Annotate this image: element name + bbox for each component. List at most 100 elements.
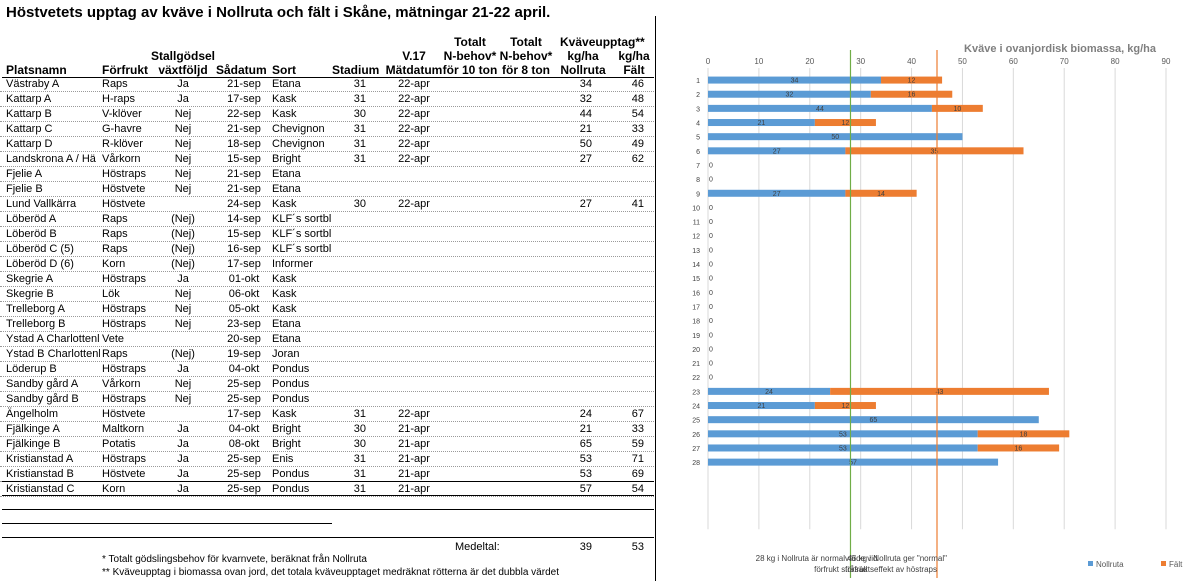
cell-stadium: 30 [353, 423, 366, 435]
cell-forfrukt: H-raps [102, 93, 136, 105]
footnote-2-text: Kväveupptag i biomassa ovan jord, det to… [112, 567, 559, 578]
bar-falt [830, 387, 1049, 395]
cell-falt: 49 [631, 138, 644, 150]
table-row: Kattarp D R-klöver Nej 18-sep Chevignon 31 22-… [0, 137, 656, 152]
cell-falt: 54 [631, 483, 644, 495]
y-tick-label: 26 [692, 432, 700, 439]
y-tick-label: 11 [693, 220, 700, 227]
cell-stadium: 30 [353, 108, 366, 120]
bar-nollruta [708, 104, 932, 112]
cell-stallgodsel: (Nej) [171, 228, 195, 240]
cell-forfrukt: Raps [102, 213, 128, 225]
cell-sort: Pondus [272, 378, 310, 390]
cell-stallgodsel: Nej [174, 138, 192, 150]
table-row: Fjelie A Höstraps Nej 21-sep Etana [0, 167, 656, 182]
header-nollruta: Nollruta [560, 63, 606, 77]
bar-falt [814, 119, 876, 127]
data-table: Västraby A Raps Ja 21-sep Etana 31 22-apr 34 46 K… [0, 77, 656, 497]
cell-stallgodsel: (Nej) [171, 243, 195, 255]
legend-label: Nollruta [1096, 560, 1124, 569]
bar-falt [870, 90, 953, 98]
x-tick-label: 60 [1009, 57, 1018, 66]
cell-sadatum: 23-sep [227, 318, 261, 330]
cell-sort: Pondus [272, 363, 310, 375]
cell-sort: Pondus [272, 393, 310, 405]
y-tick-label: 9 [696, 191, 700, 198]
cell-place: Ystad B Charlottenl [6, 348, 100, 360]
legend-swatch [1161, 561, 1166, 566]
chart-title: Kväve i ovanjordisk biomassa, kg/ha [964, 43, 1157, 55]
cell-sadatum: 08-okt [228, 438, 260, 450]
header-rule [2, 77, 654, 78]
cell-stallgodsel: Ja [177, 273, 189, 285]
data-label-nollruta: 53 [839, 431, 847, 438]
table-row: Löberöd D (6) Korn (Nej) 17-sep Informer [0, 257, 656, 272]
cell-sort: Bright [272, 153, 301, 165]
table-row: Kattarp A H-raps Ja 17-sep Kask 31 22-apr 32 48 [0, 92, 656, 107]
cell-stallgodsel: Ja [177, 423, 189, 435]
cell-forfrukt: Raps [102, 228, 128, 240]
cell-stadium: 31 [353, 93, 366, 105]
y-tick-label: 20 [692, 347, 700, 354]
footnote-1: * Totalt gödslingsbehov för kvarnvete, b… [102, 554, 367, 566]
y-tick-label: 12 [692, 234, 700, 241]
footnote-1-mark: * [102, 554, 106, 565]
cell-matdatum: 21-apr [398, 423, 430, 435]
cell-place: Löberöd A [6, 213, 57, 225]
cell-stallgodsel: Nej [174, 393, 192, 405]
cell-sadatum: 06-okt [228, 288, 260, 300]
bar-nollruta [708, 133, 963, 141]
bar-nollruta [708, 402, 815, 410]
cell-place: Löberöd C (5) [6, 243, 74, 255]
cell-stallgodsel: (Nej) [171, 348, 195, 360]
cell-forfrukt: Vårkorn [102, 378, 141, 390]
cell-forfrukt: Raps [102, 78, 128, 90]
cell-nollruta: 21 [579, 423, 592, 435]
cell-falt: 48 [631, 93, 644, 105]
cell-falt: 71 [631, 453, 644, 465]
cell-falt: 67 [631, 408, 644, 420]
cell-matdatum: 22-apr [398, 108, 430, 120]
header-stadium: Stadium [332, 63, 380, 77]
cell-forfrukt: Potatis [102, 438, 136, 450]
cell-nollruta: 44 [579, 108, 592, 120]
x-tick-label: 0 [706, 57, 711, 66]
x-tick-label: 80 [1111, 57, 1120, 66]
header-n8-ton: för 8 ton [502, 63, 550, 77]
cell-place: Löderup B [6, 363, 57, 375]
table-row: Löderup B Höstraps Ja 04-okt Pondus [0, 362, 656, 377]
header-stallgodsel: Stallgödsel [150, 49, 215, 63]
data-label-falt: 16 [908, 92, 916, 99]
cell-forfrukt: V-klöver [102, 108, 142, 120]
cell-matdatum: 22-apr [398, 198, 430, 210]
cell-sort: Etana [272, 183, 301, 195]
cell-place: Sandby gård A [6, 378, 79, 390]
cell-forfrukt: Höstraps [102, 318, 147, 330]
cell-stallgodsel: Nej [174, 123, 192, 135]
cell-place: Skegrie A [6, 273, 54, 285]
data-label-zero: 0 [709, 219, 713, 226]
cell-sort: Pondus [272, 483, 310, 495]
cell-stadium: 31 [353, 453, 366, 465]
header-v17: V.17 [402, 49, 426, 63]
bar-nollruta [708, 189, 846, 197]
cell-forfrukt: Korn [102, 258, 126, 270]
cell-sort: Kask [272, 273, 297, 285]
x-tick-label: 20 [805, 57, 814, 66]
data-label-falt: 12 [908, 78, 916, 85]
cell-falt: 59 [631, 438, 644, 450]
header-n10-totalt: Totalt [454, 35, 486, 49]
cell-place: Kristianstad B [6, 468, 74, 480]
data-label-nollruta: 32 [786, 92, 794, 99]
data-label-falt: 35 [931, 148, 939, 155]
x-tick-label: 30 [856, 57, 865, 66]
cell-falt: 33 [631, 123, 644, 135]
cell-forfrukt: Höstraps [102, 363, 147, 375]
cell-sadatum: 17-sep [227, 93, 261, 105]
cell-forfrukt: Lök [102, 288, 120, 300]
table-row: Fjälkinge A Maltkorn Ja 04-okt Bright 30 21-ap… [0, 422, 656, 437]
reference-label: förfruktseffekt av höstraps [845, 565, 937, 574]
cell-forfrukt: Vårkorn [102, 153, 141, 165]
cell-sort: Chevignon [272, 138, 325, 150]
data-label-falt: 18 [1020, 431, 1028, 438]
